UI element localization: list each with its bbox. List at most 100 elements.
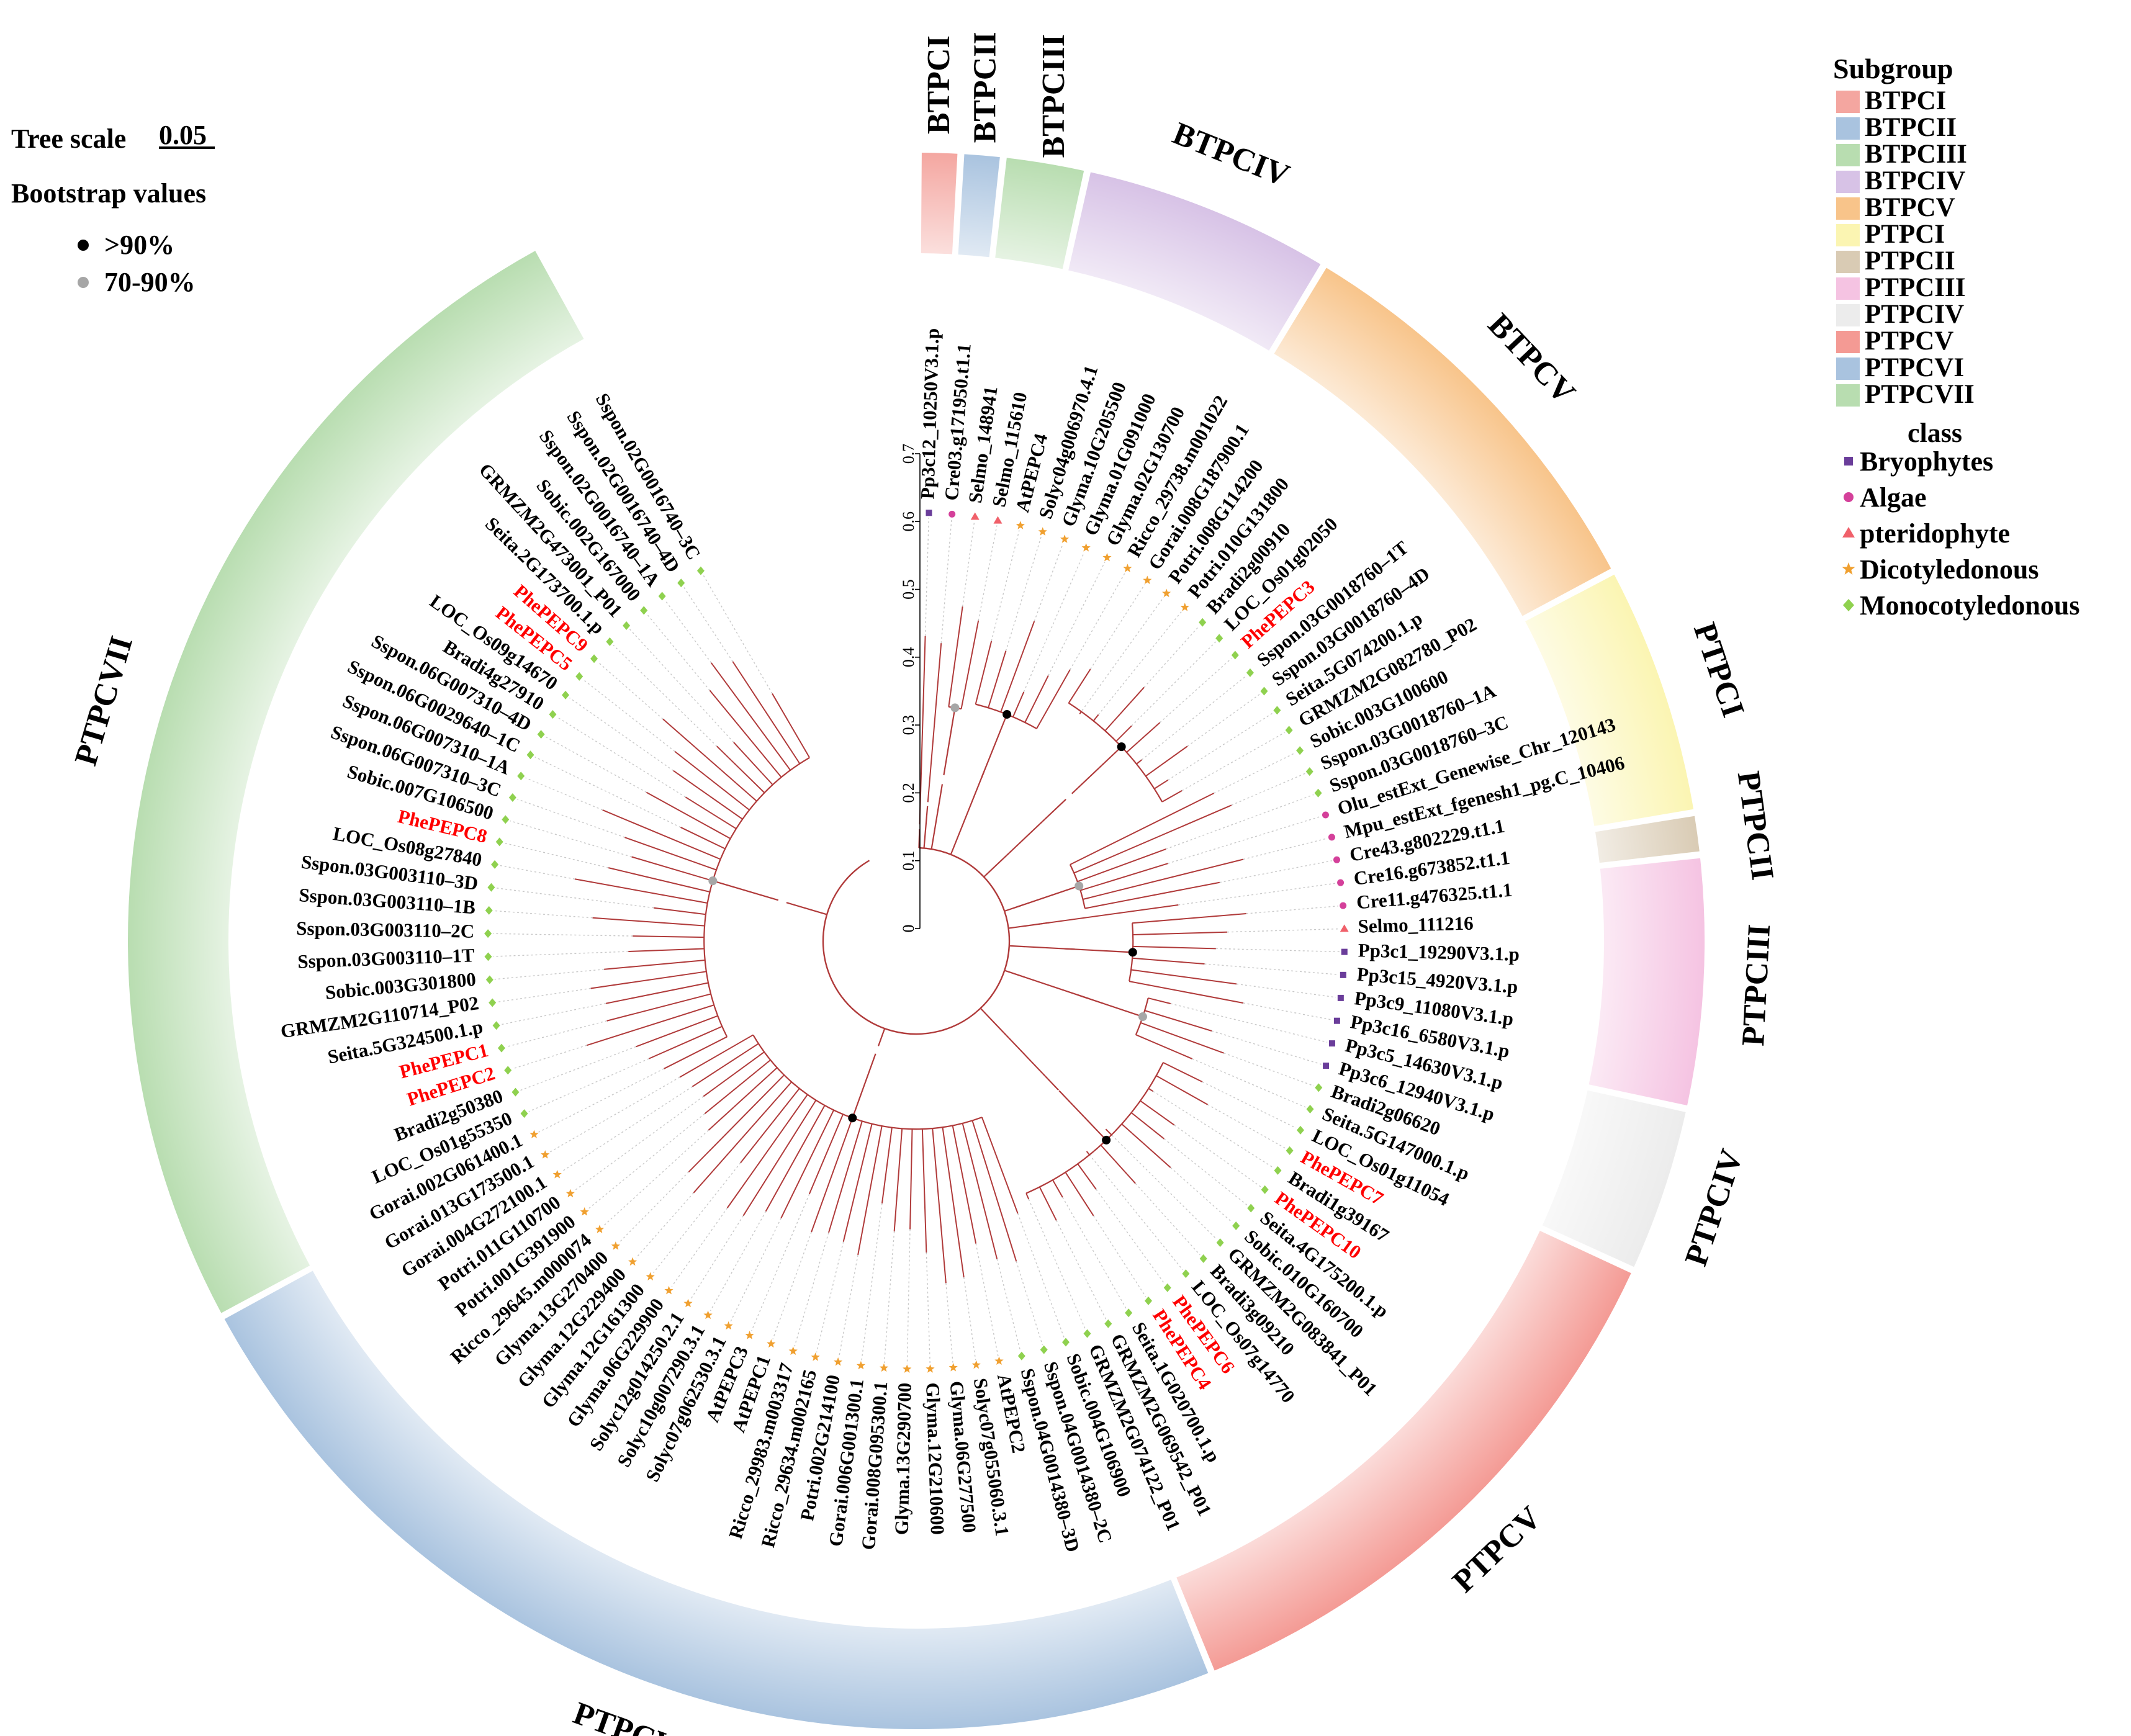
tip-branch	[693, 1081, 792, 1194]
leaf-guide	[978, 525, 998, 621]
tip-branch	[1065, 1172, 1094, 1217]
leaf-guide	[1143, 626, 1200, 688]
clade-stem	[1071, 746, 1122, 794]
class-marker-monocotyledonous	[696, 566, 705, 575]
subgroup-label-ptpci: PTPCI	[1687, 618, 1751, 721]
class-marker-monocotyledonous	[1306, 1105, 1314, 1114]
subgroup-legend-label: BTPCV	[1865, 193, 1955, 222]
leaf-guide	[1096, 1189, 1165, 1284]
class-marker-monocotyledonous	[1286, 1146, 1294, 1155]
class-marker-dicotyledonous	[767, 1339, 776, 1348]
tip-branch	[1080, 863, 1168, 891]
leaf-guide	[1028, 1199, 1086, 1329]
subgroup-swatch	[1836, 117, 1860, 140]
tip-branch	[1135, 1034, 1192, 1059]
leaf-guide	[525, 777, 603, 811]
tip-branch	[1038, 904, 1179, 925]
tip-branch	[631, 856, 713, 882]
class-marker-dicotyledonous	[971, 1360, 981, 1369]
tip-branch	[1130, 1112, 1165, 1140]
tip-branch	[948, 606, 963, 707]
class-marker-dicotyledonous	[1123, 564, 1132, 572]
tip-branch	[1133, 945, 1216, 950]
backbone-branch	[923, 806, 929, 848]
leaf-guide	[861, 1203, 883, 1361]
leaf-guide	[1097, 611, 1183, 715]
tip-branch	[716, 745, 765, 793]
tip-branch	[1000, 621, 1035, 713]
class-marker-monocotyledonous	[489, 998, 497, 1007]
leaf-guide	[940, 519, 952, 644]
tip-branch	[1148, 997, 1171, 1004]
tip-branch	[1131, 969, 1237, 985]
tip-branch	[765, 1105, 826, 1212]
leaf-guide	[1090, 584, 1145, 670]
tip-branch	[703, 1051, 765, 1097]
class-marker-dicotyledonous	[948, 1362, 958, 1372]
class-marker-monocotyledonous	[492, 1021, 500, 1030]
backbone-branch	[1008, 922, 1051, 929]
leaf-guide	[549, 1076, 680, 1153]
backbone-branch	[980, 1007, 1059, 1091]
backbone-branch	[1004, 904, 1022, 912]
clade-stem	[1014, 885, 1079, 909]
scale-tick-label: 0.1	[899, 850, 917, 871]
tip-branch	[692, 1043, 759, 1087]
subgroup-legend-title: Subgroup	[1833, 53, 1953, 84]
subgroup-swatch	[1836, 277, 1860, 300]
tree-scale-legend: Tree scale 0.05	[11, 120, 215, 154]
tip-branch	[1161, 790, 1183, 803]
class-marker-algae	[1337, 879, 1345, 886]
leaf-guide	[1163, 1138, 1248, 1206]
leaf-guide	[816, 1241, 844, 1353]
class-marker-dicotyledonous	[541, 1150, 550, 1159]
tip-branch	[780, 1110, 835, 1219]
leaf-guide-lines	[493, 518, 1340, 1364]
leaf-guide	[646, 614, 710, 691]
leaf-guide	[1170, 1003, 1328, 1043]
tip-branch	[1148, 1087, 1153, 1092]
bootstrap-node	[1138, 1012, 1147, 1022]
clade-stem	[852, 1053, 876, 1118]
class-marker-dicotyledonous	[1102, 552, 1112, 562]
leaf-guide	[975, 1243, 999, 1357]
leaf-guide	[1093, 1215, 1147, 1297]
subgroup-label-ptpcvii: PTPCVII	[68, 632, 140, 770]
tip-branch	[742, 1100, 817, 1217]
class-legend: class Bryophytes Algae pteridophyte Dicotyl…	[1842, 418, 2079, 621]
scale-tick-label: 0.2	[899, 783, 917, 803]
class-marker-monocotyledonous	[1144, 1296, 1152, 1305]
class-legend-title: class	[1908, 418, 1962, 448]
class-legend-marker	[1844, 492, 1854, 502]
subgroup-swatch	[1836, 384, 1860, 407]
tip-branch	[709, 690, 782, 778]
tip-branch	[732, 661, 801, 764]
class-marker-dicotyledonous	[552, 1169, 562, 1179]
leaf-guide	[1034, 544, 1063, 622]
class-marker-bryophytes	[1323, 1063, 1330, 1069]
class-marker-monocotyledonous	[1231, 650, 1239, 660]
tip-branch	[587, 1004, 714, 1046]
leaf-guide	[496, 888, 654, 909]
leaf-guide	[635, 1192, 694, 1259]
tip-branch	[680, 827, 726, 850]
leaf-guide	[556, 716, 686, 798]
class-marker-monocotyledonous	[1305, 767, 1313, 776]
subgroup-legend-label: BTPCIII	[1865, 140, 1967, 169]
tip-branch	[592, 917, 705, 927]
bootstrap-mid-dot	[78, 277, 89, 288]
tip-branch	[1093, 714, 1099, 722]
class-marker-monocotyledonous	[484, 952, 492, 961]
tip-branch	[1154, 779, 1169, 789]
bootstrap-title: Bootstrap values	[11, 178, 206, 209]
subgroup-legend: Subgroup BTPCIBTPCIIBTPCIIIBTPCIVBTPCVPT…	[1833, 53, 1975, 409]
class-marker-monocotyledonous	[484, 929, 492, 938]
leaf-guide	[603, 1130, 709, 1226]
tip-branch	[1140, 1022, 1224, 1054]
tip-branch	[673, 770, 743, 820]
class-marker-dicotyledonous	[595, 1225, 605, 1233]
leaf-guide	[497, 987, 591, 1003]
class-marker-monocotyledonous	[1199, 1254, 1207, 1263]
leaf-guide	[1243, 838, 1327, 860]
